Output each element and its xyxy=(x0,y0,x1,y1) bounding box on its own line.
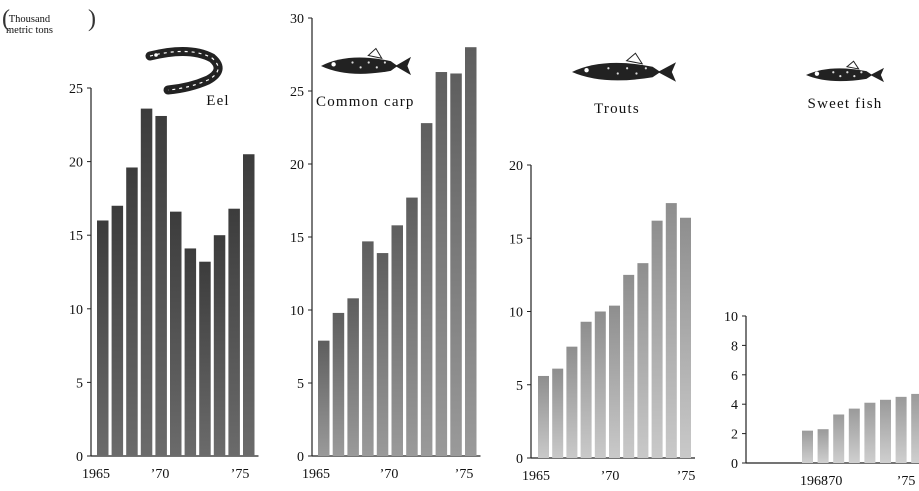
y-tick-label: 20 xyxy=(290,158,304,173)
y-tick-label: 5 xyxy=(297,377,304,392)
y-tick-label: 10 xyxy=(290,304,304,319)
bar-trouts-1974 xyxy=(665,203,677,458)
x-tick-label: ’75 xyxy=(897,474,916,489)
unit-line-1: Thousand xyxy=(8,14,51,25)
bar-eel-1974 xyxy=(228,208,240,456)
bar-common-carp-1965 xyxy=(318,340,330,456)
bar-trouts-1970 xyxy=(609,305,620,458)
bar-eel-1968 xyxy=(140,108,153,456)
y-tick-label: 5 xyxy=(516,379,523,394)
chart-panel-trouts: 0 5 10 15 20 1965 ’70 ’75 Trouts xyxy=(509,101,695,484)
y-tick-label: 20 xyxy=(509,159,523,174)
y-tick-label: 15 xyxy=(509,232,523,247)
bar-eel-1970 xyxy=(170,211,182,456)
chart-title-trouts: Trouts xyxy=(594,101,640,117)
bar-eel-1965 xyxy=(97,220,109,456)
bar-sweet-fish-1971 xyxy=(848,408,860,463)
bar-sweet-fish-1973 xyxy=(880,399,891,463)
bar-sweet-fish-1969 xyxy=(817,429,829,463)
bar-trouts-1968 xyxy=(580,321,592,458)
bar-trouts-1969 xyxy=(594,311,606,458)
bar-eel-1975 xyxy=(243,154,255,457)
y-tick-label: 15 xyxy=(69,229,83,244)
x-tick-label: ’75 xyxy=(455,467,474,482)
bar-sweet-fish-1972 xyxy=(864,402,876,463)
bar-common-carp-1971 xyxy=(406,197,418,456)
bar-sweet-fish-1975 xyxy=(911,393,919,463)
unit-line-2: metric tons xyxy=(6,25,53,36)
bar-common-carp-1974 xyxy=(450,73,462,456)
y-tick-label: 10 xyxy=(724,310,738,325)
bar-common-carp-1968 xyxy=(362,241,374,456)
y-tick-label: 6 xyxy=(731,369,738,384)
x-tick-label: 1965 xyxy=(82,467,110,482)
chart-title-sweet-fish: Sweet fish xyxy=(808,96,883,112)
x-tick-label: 1965 xyxy=(302,467,330,482)
bar-sweet-fish-1970 xyxy=(833,414,845,463)
bar-common-carp-1972 xyxy=(420,123,433,457)
chart-title-eel: Eel xyxy=(206,93,230,109)
unit-open-paren: ( xyxy=(2,6,10,32)
chart-title-common-carp: Common carp xyxy=(316,94,415,110)
chart-panel-common-carp: 0 5 10 15 20 25 30 1965 ’70 ’75 Common carp xyxy=(290,12,481,482)
y-tick-label: 8 xyxy=(731,339,738,354)
bar-sweet-fish-1968 xyxy=(802,430,813,463)
y-tick-label: 20 xyxy=(69,156,83,171)
y-tick-label: 0 xyxy=(731,457,738,472)
y-tick-label: 10 xyxy=(509,306,523,321)
carp-icon xyxy=(321,47,411,76)
y-tick-label: 15 xyxy=(290,231,304,246)
bar-common-carp-1970 xyxy=(391,225,403,456)
bar-common-carp-1975 xyxy=(465,47,477,456)
y-tick-label: 0 xyxy=(297,450,304,465)
y-tick-label: 10 xyxy=(69,303,83,318)
bar-trouts-1971 xyxy=(623,274,635,458)
bar-common-carp-1966 xyxy=(332,312,345,456)
x-tick-label: 1968 xyxy=(800,474,828,489)
bar-common-carp-1973 xyxy=(435,72,448,457)
bar-trouts-1972 xyxy=(637,263,649,458)
bar-eel-1971 xyxy=(184,248,197,456)
y-tick-label: 2 xyxy=(731,428,738,443)
x-tick-label: ’70 xyxy=(151,467,170,482)
bar-sweet-fish-1974 xyxy=(895,396,907,463)
x-tick-label: ’70 xyxy=(824,474,843,489)
x-tick-label: ’75 xyxy=(677,469,696,484)
y-tick-label: 25 xyxy=(69,82,83,97)
bar-trouts-1973 xyxy=(651,220,663,458)
bar-trouts-1975 xyxy=(680,217,691,458)
trout-icon xyxy=(572,52,676,82)
bar-eel-1966 xyxy=(111,205,124,456)
eel-icon xyxy=(145,46,223,95)
bar-eel-1972 xyxy=(199,261,211,456)
y-tick-label: 0 xyxy=(516,452,523,467)
bar-common-carp-1967 xyxy=(347,298,359,456)
unit-close-paren: ) xyxy=(88,6,96,32)
y-tick-label: 5 xyxy=(76,376,83,391)
chart-panel-sweet-fish: 0 2 4 6 8 10 1968’70 ’75 Sweet fish xyxy=(724,96,919,489)
bar-trouts-1966 xyxy=(552,368,564,458)
bar-common-carp-1969 xyxy=(376,253,389,456)
bar-eel-1969 xyxy=(155,115,167,456)
x-tick-label: ’70 xyxy=(601,469,620,484)
unit-label: ( Thousand metric tons ) xyxy=(2,7,96,36)
bar-eel-1967 xyxy=(126,167,138,456)
bar-trouts-1965 xyxy=(538,375,549,458)
y-tick-label: 25 xyxy=(290,85,304,100)
bar-trouts-1967 xyxy=(566,346,578,458)
x-tick-label: ’70 xyxy=(380,467,399,482)
x-tick-label: 1965 xyxy=(522,469,550,484)
x-tick-label: ’75 xyxy=(231,467,250,482)
chart-panel-eel: 0 5 10 15 20 25 1965 ’70 ’75 Eel xyxy=(69,82,259,482)
y-tick-label: 30 xyxy=(290,12,304,27)
y-tick-label: 4 xyxy=(731,398,738,413)
y-tick-label: 0 xyxy=(76,450,83,465)
sweetfish-icon xyxy=(806,60,884,83)
bar-eel-1973 xyxy=(213,235,226,456)
